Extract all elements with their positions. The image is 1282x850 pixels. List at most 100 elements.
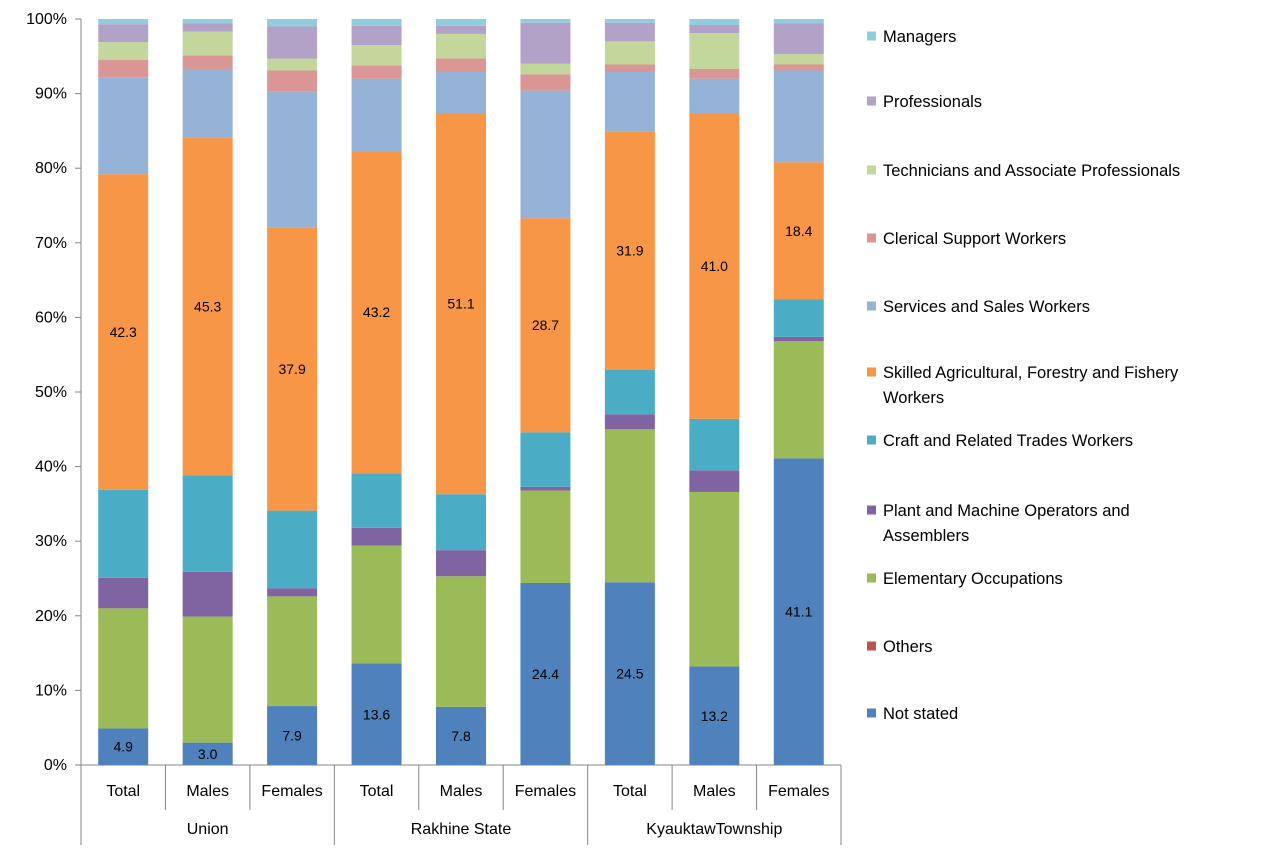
legend-swatch: [867, 505, 876, 515]
bar-segment: [98, 728, 149, 765]
bar-segment: [351, 663, 402, 765]
bar-segment: [267, 588, 318, 597]
y-tick-label: 40%: [35, 459, 67, 476]
bar-segment: [351, 151, 402, 474]
bar-segment: [436, 25, 486, 34]
bar-segment: [267, 227, 318, 511]
y-tick-label: 10%: [35, 682, 67, 699]
bar-segment: [773, 19, 824, 24]
bar-segment: [351, 78, 402, 152]
bar-segment: [773, 162, 824, 300]
bar-segment: [604, 131, 655, 370]
bar-segment: [773, 341, 824, 459]
x-group-label: Union: [187, 821, 229, 838]
bar-segment: [98, 174, 149, 490]
x-group-label: Rakhine State: [411, 821, 512, 838]
data-label: 51.1: [447, 296, 474, 312]
bar-segment: [98, 489, 149, 578]
bar-segment: [98, 577, 149, 609]
data-labels-layer: 4.9 42.3 3.0 45.3 7.9 37.9 13.6 43.2 7.8 51.1 24.4…: [110, 223, 813, 762]
bar-segment: [773, 23, 824, 55]
bar-segment: [98, 42, 149, 61]
data-label: 42.3: [110, 324, 137, 340]
bar-segment: [520, 74, 571, 91]
bar-segment: [436, 58, 486, 72]
legend-swatch: [867, 367, 876, 377]
legend-label: Clerical Support Workers: [883, 230, 1066, 248]
legend-label: Assemblers: [883, 527, 969, 545]
data-label: 41.0: [701, 258, 728, 274]
bar-segment: [604, 414, 655, 430]
x-tick-label: Total: [360, 783, 394, 800]
x-tick-label: Total: [106, 783, 140, 800]
data-label: 7.9: [282, 728, 302, 744]
bar-segment: [436, 550, 486, 577]
bar-segment: [182, 68, 233, 138]
data-label: 3.0: [198, 746, 218, 762]
bar-segment: [436, 706, 486, 765]
bar-segment: [436, 19, 486, 26]
legend-label: Managers: [883, 28, 956, 46]
bar-segment: [604, 64, 655, 72]
data-label: 18.4: [785, 223, 812, 239]
bar-segment: [98, 608, 149, 729]
bar-segment: [773, 299, 824, 337]
bar-segment: [182, 475, 233, 572]
legend-label: Plant and Machine Operators and: [883, 502, 1130, 520]
bar-segment: [689, 491, 740, 667]
x-tick-label: Females: [515, 783, 576, 800]
bar-segment: [520, 432, 571, 487]
legend-label: Craft and Related Trades Workers: [883, 432, 1133, 450]
data-label: 13.6: [363, 706, 390, 722]
legend-swatch: [867, 165, 876, 175]
bar-segment: [773, 336, 824, 342]
bar-segment: [520, 486, 571, 491]
bar-segment: [604, 369, 655, 415]
x-tick-label: Males: [440, 783, 483, 800]
bar-segment: [436, 576, 486, 707]
x-tick-label: Females: [768, 783, 829, 800]
bar-segment: [520, 218, 571, 433]
legend: Managers Professionals Technicians and Ass…: [867, 28, 1180, 723]
data-label: 4.9: [113, 739, 133, 755]
bar-segment: [182, 23, 233, 32]
legend-label: Not stated: [883, 705, 958, 723]
data-label: 7.8: [451, 728, 471, 744]
bar-segment: [182, 31, 233, 56]
bar-segment: [520, 63, 571, 75]
bar-segment: [604, 582, 655, 765]
x-tick-label: Males: [186, 783, 229, 800]
y-tick-label: 60%: [35, 309, 67, 326]
data-label: 24.4: [532, 666, 559, 682]
bar-segment: [689, 19, 740, 25]
legend-label: Others: [883, 638, 933, 656]
bar-segment: [182, 742, 233, 765]
y-tick-label: 0%: [44, 757, 67, 774]
bar-segment: [182, 55, 233, 69]
bar-segment: [520, 582, 571, 765]
bar-segment: [351, 25, 402, 46]
bar-segment: [689, 68, 740, 79]
bar-segment: [351, 473, 402, 528]
bar-segment: [773, 64, 824, 71]
bar-segment: [773, 458, 824, 765]
data-label: 31.9: [616, 243, 643, 259]
y-tick-label: 70%: [35, 235, 67, 252]
legend-label: Technicians and Associate Professionals: [883, 162, 1180, 180]
bar-segment: [436, 112, 486, 495]
data-label: 43.2: [363, 304, 390, 320]
bar-segment: [689, 418, 740, 471]
x-tick-label: Total: [613, 783, 647, 800]
y-tick-label: 30%: [35, 533, 67, 550]
y-tick-label: 20%: [35, 608, 67, 625]
bar-segment: [604, 19, 655, 23]
bar-segment: [689, 666, 740, 765]
bar-segment: [351, 19, 402, 26]
bar-segment: [689, 33, 740, 69]
bar-segment: [604, 429, 655, 583]
bar-segment: [520, 22, 571, 64]
bar-segment: [267, 596, 318, 707]
bar-segment: [267, 91, 318, 228]
data-label: 24.5: [616, 666, 643, 682]
y-tick-label: 50%: [35, 384, 67, 401]
